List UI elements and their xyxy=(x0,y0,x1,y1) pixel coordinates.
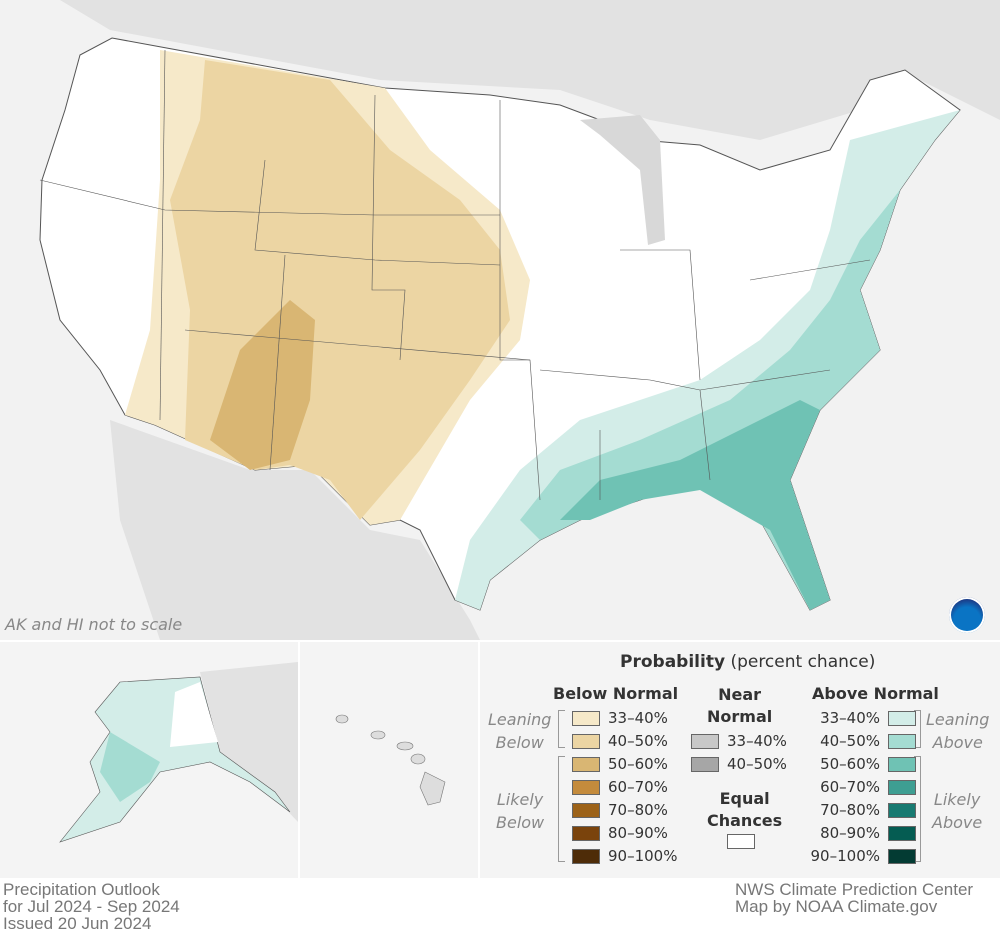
legend-swatch xyxy=(888,848,916,864)
scale-note: AK and HI not to scale xyxy=(5,615,183,634)
legend-row-above: 40–50% xyxy=(802,732,916,750)
legend-swatch xyxy=(888,779,916,795)
legend-swatch xyxy=(572,848,600,864)
outlook-caption: Precipitation Outlook for Jul 2024 - Sep … xyxy=(3,880,180,933)
legend-swatch xyxy=(572,756,600,772)
legend-row-above: 90–100% xyxy=(802,847,916,865)
legend-label: 40–50% xyxy=(608,732,668,750)
below-normal-heading: Below Normal xyxy=(553,684,679,703)
legend-swatch xyxy=(888,756,916,772)
legend-row-above: 33–40% xyxy=(802,709,916,727)
legend-row-below: 90–100% xyxy=(572,847,677,865)
legend-row-above: 50–60% xyxy=(802,755,916,773)
hawaii-inset xyxy=(300,642,478,878)
hawaii-map xyxy=(335,714,446,806)
legend-label: 60–70% xyxy=(820,778,880,796)
legend-swatch xyxy=(691,756,719,772)
canada-land xyxy=(60,0,1000,140)
legend-row-above: 70–80% xyxy=(802,801,916,819)
legend-row-below: 60–70% xyxy=(572,778,668,796)
below-bracket-likely xyxy=(558,756,565,862)
legend-swatch xyxy=(572,802,600,818)
legend-label: 80–90% xyxy=(608,824,668,842)
legend-label: 33–40% xyxy=(727,732,787,750)
legend-swatch xyxy=(572,710,600,726)
legend-swatch xyxy=(572,825,600,841)
alaska-map xyxy=(59,662,298,843)
near-normal-heading: Near Normal xyxy=(707,685,773,726)
legend-swatch xyxy=(888,733,916,749)
state-borders xyxy=(39,49,871,501)
legend-label: 60–70% xyxy=(608,778,668,796)
below-bracket-leaning xyxy=(558,710,565,748)
legend: Probability (percent chance) Below Norma… xyxy=(480,642,1000,878)
noaa-logo xyxy=(949,597,985,633)
legend-label: 33–40% xyxy=(608,709,668,727)
legend-row-near: 33–40% xyxy=(691,732,787,750)
legend-label: 80–90% xyxy=(820,824,880,842)
legend-row-below: 50–60% xyxy=(572,755,668,773)
mexico-land xyxy=(110,420,480,640)
legend-title: Probability (percent chance) xyxy=(620,652,876,672)
legend-row-below: 33–40% xyxy=(572,709,668,727)
legend-swatch xyxy=(888,710,916,726)
leaning-below-label: Leaning Below xyxy=(488,710,552,752)
legend-swatch xyxy=(572,733,600,749)
legend-label: 40–50% xyxy=(820,732,880,750)
likely-below-label: Likely Below xyxy=(496,790,545,832)
great-lakes xyxy=(580,115,665,245)
legend-label: 40–50% xyxy=(727,755,787,773)
below-50-60-zone xyxy=(210,300,315,470)
legend-row-below: 80–90% xyxy=(572,824,668,842)
legend-swatch xyxy=(691,733,719,749)
legend-row-above: 80–90% xyxy=(802,824,916,842)
alaska-land xyxy=(59,676,291,843)
legend-label: 50–60% xyxy=(608,755,668,773)
legend-row-near: 40–50% xyxy=(691,755,787,773)
above-bracket-leaning xyxy=(914,710,921,748)
legend-swatch xyxy=(572,779,600,795)
alaska-inset xyxy=(0,642,298,878)
equal-chances-heading: Equal Chances xyxy=(707,789,783,830)
legend-label: 70–80% xyxy=(820,801,880,819)
legend-label: 70–80% xyxy=(608,801,668,819)
likely-above-label: Likely Above xyxy=(932,790,983,832)
legend-label: 90–100% xyxy=(608,847,678,865)
above-bracket-likely xyxy=(914,756,921,862)
legend-label: 90–100% xyxy=(810,847,880,865)
above-50-60-zone xyxy=(560,400,830,610)
credit-caption: NWS Climate Prediction Center Map by NOAA… xyxy=(735,880,974,916)
legend-swatch xyxy=(888,802,916,818)
equal-chances-swatch xyxy=(727,834,755,849)
legend-row-below: 40–50% xyxy=(572,732,668,750)
leaning-above-label: Leaning Above xyxy=(926,710,990,752)
legend-swatch xyxy=(888,825,916,841)
legend-label: 50–60% xyxy=(820,755,880,773)
legend-row-below: 70–80% xyxy=(572,801,668,819)
legend-row-above: 60–70% xyxy=(802,778,916,796)
conus-map-svg xyxy=(39,0,1000,640)
conus-map: AK and HI not to scale xyxy=(0,0,1000,640)
legend-label: 33–40% xyxy=(820,709,880,727)
above-normal-heading: Above Normal xyxy=(812,684,939,703)
